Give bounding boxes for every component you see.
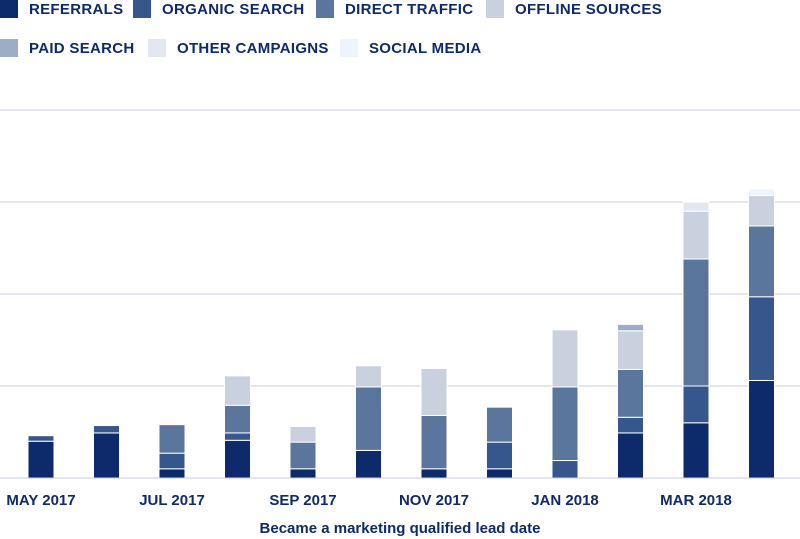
bar-segment-organic-search [27, 435, 55, 442]
legend-swatch [0, 39, 18, 57]
x-tick-label: MAY 2017 [6, 492, 75, 509]
bar-segment-offline-sources [224, 375, 251, 406]
bar-segment-referrals [355, 449, 382, 479]
legend-swatch [486, 0, 504, 18]
bar-segment-referrals [748, 379, 775, 479]
legend: REFERRALS ORGANIC SEARCH DIRECT TRAFFIC OFF… [0, 0, 662, 57]
legend-item-referrals: REFERRALS [0, 0, 123, 18]
bar-segment-organic-search [224, 432, 251, 441]
bar-segment-offline-sources [289, 425, 317, 443]
bar-segment-offline-sources [617, 330, 644, 370]
bar-segment-direct-traffic [355, 386, 382, 451]
bar-segment-organic-search [93, 425, 120, 434]
bar-segment-referrals [617, 432, 644, 479]
bar-segment-referrals [93, 432, 120, 479]
legend-label: SOCIAL MEDIA [369, 40, 482, 57]
x-tick-label: SEP 2017 [269, 492, 336, 509]
bar-segment-direct-traffic [617, 368, 644, 418]
bar-stack-sep-2017 [289, 425, 317, 479]
bar-segment-paid-search [617, 323, 644, 332]
legend-label: OFFLINE SOURCES [515, 1, 662, 18]
bar-segment-direct-traffic [682, 258, 710, 387]
x-tick-label: JUL 2017 [139, 492, 205, 509]
bar-segment-offline-sources [748, 195, 775, 227]
bar-segment-direct-traffic [158, 424, 186, 454]
bar-segment-referrals [289, 468, 317, 479]
bar-segment-organic-search [551, 460, 579, 479]
bar-stack-may-2017 [27, 435, 55, 479]
bar-segment-organic-search [748, 296, 775, 381]
bar-segment-direct-traffic [486, 406, 513, 443]
bar-segment-referrals [682, 422, 710, 479]
bar-segment-referrals [486, 468, 513, 479]
bar-stack-jul-2017 [158, 424, 186, 479]
legend-item-direct-traffic: DIRECT TRAFFIC [316, 0, 473, 18]
bar-stack-oct-2017 [355, 365, 382, 479]
bar-stack-mar-2018 [682, 201, 710, 479]
bar-segment-referrals [27, 440, 55, 479]
bar-stack-dec-2017 [486, 406, 513, 479]
legend-swatch [316, 0, 334, 18]
bar-segment-direct-traffic [289, 441, 317, 470]
x-tick-label: NOV 2017 [399, 492, 469, 509]
bar-stack-jan-2018 [551, 329, 579, 479]
bar-stack-nov-2017 [420, 368, 448, 479]
bar-segment-direct-traffic [551, 386, 579, 462]
bar-segment-organic-search [617, 416, 644, 434]
legend-label: PAID SEARCH [29, 40, 135, 57]
bar-stack-apr-2018 [748, 188, 775, 479]
legend-item-social-media: SOCIAL MEDIA [340, 39, 482, 57]
legend-item-offline-sources: OFFLINE SOURCES [486, 0, 662, 18]
bar-segment-offline-sources [682, 210, 710, 260]
bar-segment-direct-traffic [420, 414, 448, 470]
bar-segment-other-campaigns [682, 201, 710, 212]
legend-item-other-campaigns: OTHER CAMPAIGNS [148, 39, 329, 57]
bar-segment-referrals [224, 439, 251, 479]
bar-segment-direct-traffic [748, 225, 775, 298]
bar-segment-offline-sources [551, 329, 579, 388]
bar-segment-direct-traffic [224, 404, 251, 434]
legend-swatch [133, 0, 151, 18]
bar-segment-social-media [748, 188, 775, 197]
legend-swatch [148, 39, 166, 57]
legend-swatch [0, 0, 18, 18]
bars [0, 188, 800, 479]
legend-swatch [340, 39, 358, 57]
legend-label: OTHER CAMPAIGNS [177, 40, 329, 57]
bar-segment-referrals [158, 468, 186, 479]
x-tick-label: JAN 2018 [531, 492, 599, 509]
x-tick-label: MAR 2018 [660, 492, 732, 509]
legend-label: ORGANIC SEARCH [162, 1, 305, 18]
bar-segment-organic-search [158, 452, 186, 470]
legend-label: DIRECT TRAFFIC [345, 1, 473, 18]
legend-item-organic-search: ORGANIC SEARCH [133, 0, 305, 18]
bar-segment-organic-search [682, 385, 710, 424]
bar-stack-jun-2017 [93, 425, 120, 479]
bar-segment-referrals [420, 468, 448, 479]
gridlines [0, 109, 800, 387]
legend-item-paid-search: PAID SEARCH [0, 39, 135, 57]
bar-stack-aug-2017 [224, 375, 251, 479]
legend-label: REFERRALS [29, 1, 123, 18]
x-axis-tick-labels: MAY 2017 JUL 2017 SEP 2017 NOV 2017 JAN 2018… [6, 492, 731, 509]
bar-segment-offline-sources [420, 368, 448, 416]
x-axis-title: Became a marketing qualified lead date [260, 520, 541, 537]
bar-segment-offline-sources [355, 365, 382, 388]
bar-stack-feb-2018 [617, 323, 644, 479]
bar-segment-organic-search [486, 441, 513, 470]
